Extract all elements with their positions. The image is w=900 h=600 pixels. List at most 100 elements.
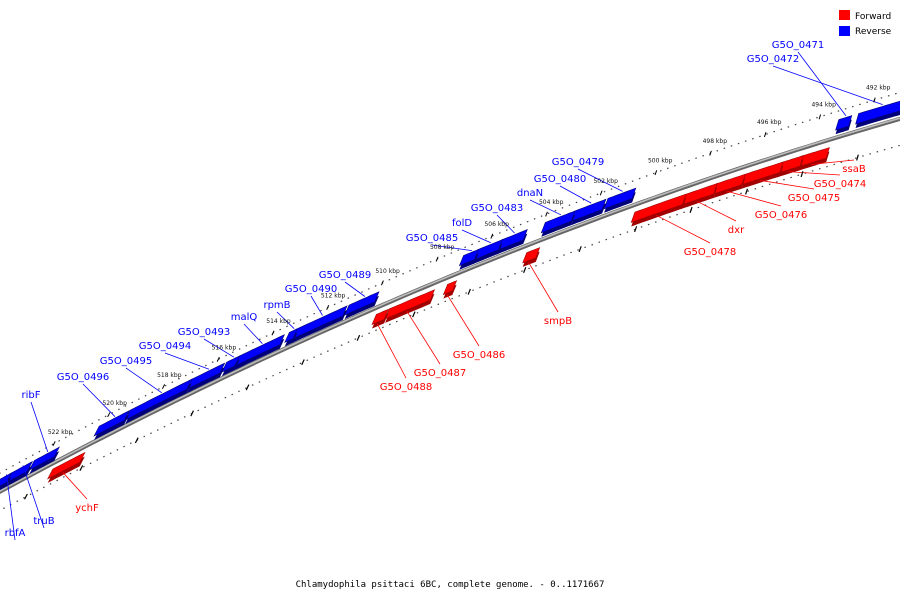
- legend-label-forward: Forward: [855, 12, 891, 22]
- inner-tick-mark: [412, 311, 416, 318]
- inner-tick-mark: [523, 267, 527, 274]
- gene-smpb[interactable]: smpB: [522, 247, 573, 327]
- gene-trub[interactable]: truB: [5, 460, 55, 529]
- inner-tick-mark: [356, 334, 361, 341]
- gene-g5o-0490[interactable]: G5O_0490: [285, 284, 348, 344]
- gene-box: [93, 410, 130, 437]
- gene-leader-line: [797, 51, 847, 116]
- gene-g5o-0493[interactable]: G5O_0493: [178, 327, 241, 377]
- gene-box: [284, 328, 298, 344]
- legend-item-reverse[interactable]: Reverse: [839, 26, 892, 37]
- gene-label: G5O_0476: [755, 210, 807, 221]
- gene-box: [371, 308, 389, 326]
- gene-g5o-0489[interactable]: G5O_0489: [319, 270, 380, 320]
- gene-g5o-0494[interactable]: G5O_0494: [139, 341, 226, 394]
- gene-box: [796, 147, 830, 168]
- gene-leader-line: [22, 465, 45, 529]
- tick-mark: [873, 97, 876, 103]
- gene-rbfa[interactable]: rbfA: [0, 472, 26, 541]
- gene-leader-line: [406, 310, 441, 365]
- gene-leader-line: [446, 294, 480, 347]
- inner-tick-mark: [856, 154, 859, 161]
- tick-label: 502 kbp: [593, 178, 618, 185]
- gene-g5o-0496[interactable]: G5O_0496: [57, 372, 130, 440]
- gene-box: [630, 193, 687, 224]
- tick-mark: [107, 412, 111, 418]
- tick-mark: [654, 170, 658, 176]
- inner-tick-mark: [301, 359, 305, 366]
- gene-g5o-0486[interactable]: G5O_0486: [442, 280, 505, 361]
- gene-g5o-0475[interactable]: G5O_0475: [741, 161, 841, 204]
- gene-label: ribF: [22, 390, 41, 401]
- tick-label: 514 kbp: [266, 318, 291, 325]
- gene-label: G5O_0478: [684, 247, 736, 258]
- gene-label: G5O_0475: [788, 193, 840, 204]
- tick-mark: [709, 150, 712, 156]
- gene-box: [540, 210, 576, 234]
- gene-box: [603, 187, 637, 210]
- gene-box: [713, 173, 746, 195]
- gene-leader-line: [376, 323, 407, 379]
- gene-box: [855, 100, 900, 125]
- tick-label: 500 kbp: [648, 157, 673, 164]
- gene-fold[interactable]: folD: [452, 218, 503, 264]
- gene-g5o-0479[interactable]: G5O_0479: [552, 157, 637, 213]
- legend-label-reverse: Reverse: [855, 27, 892, 37]
- gene-box: [124, 378, 193, 421]
- gene-g5o-0483[interactable]: G5O_0483: [471, 203, 528, 255]
- gene-leader-line: [559, 185, 592, 204]
- gene-box: [741, 161, 784, 186]
- gene-leader-line: [30, 401, 49, 453]
- gene-box: [5, 460, 34, 484]
- map-footer: Chlamydophila psittaci 6BC, complete gen…: [296, 580, 605, 590]
- inner-tick-mark: [467, 288, 471, 295]
- gene-g5o-0476[interactable]: G5O_0476: [713, 173, 808, 221]
- gene-leader-line: [787, 171, 841, 176]
- gene-g5o-0474[interactable]: G5O_0474: [776, 155, 866, 190]
- gene-dnan[interactable]: dnaN: [517, 188, 576, 237]
- gene-ychf[interactable]: ychF: [46, 451, 99, 515]
- tick-label: 512 kbp: [321, 293, 346, 300]
- legend-swatch-reverse: [839, 26, 850, 36]
- gene-g5o-0478[interactable]: G5O_0478: [630, 193, 736, 258]
- gene-box: [680, 183, 718, 206]
- gene-box: [344, 291, 380, 316]
- gene-box: [776, 155, 804, 174]
- gene-leader-line: [810, 159, 855, 165]
- gene-g5o-0471[interactable]: G5O_0471: [772, 40, 853, 135]
- legend: Forward Reverse: [839, 10, 892, 37]
- gene-label: G5O_0485: [406, 233, 458, 244]
- tick-mark: [271, 330, 275, 336]
- gene-g5o-0487[interactable]: G5O_0487: [384, 289, 466, 379]
- gene-g5o-0495[interactable]: G5O_0495: [100, 356, 193, 425]
- gene-g5o-0488[interactable]: G5O_0488: [371, 308, 432, 393]
- inner-tick-mark: [79, 465, 84, 471]
- dotted-tracks: [0, 91, 900, 511]
- gene-label: G5O_0471: [772, 40, 824, 51]
- gene-dxr[interactable]: dxr: [680, 183, 745, 237]
- inner-tick-mark: [134, 437, 139, 444]
- gene-box: [186, 362, 226, 390]
- gene-box: [46, 451, 86, 480]
- gene-rpmb[interactable]: rpmB: [263, 300, 298, 347]
- genome-backbone: [0, 116, 900, 494]
- gene-malq[interactable]: malQ: [231, 312, 286, 371]
- tick-label: 520 kbp: [102, 400, 127, 407]
- gene-leader-line: [203, 338, 235, 358]
- gene-box: [0, 472, 13, 487]
- gene-label: smpB: [544, 316, 572, 327]
- inner-tick-mark: [634, 226, 638, 233]
- gene-box: [472, 239, 503, 261]
- gene-g5o-0472[interactable]: G5O_0472: [747, 54, 900, 128]
- tick-label: 522 kbp: [48, 429, 73, 436]
- gene-label: G5O_0486: [453, 350, 505, 361]
- gene-g5o-0480[interactable]: G5O_0480: [534, 174, 607, 226]
- gene-label: G5O_0493: [178, 327, 230, 338]
- gene-label: G5O_0490: [285, 284, 337, 295]
- gene-g5o-0485[interactable]: G5O_0485: [406, 233, 480, 270]
- gene-ribf[interactable]: ribF: [22, 390, 61, 475]
- legend-item-forward[interactable]: Forward: [839, 10, 891, 22]
- gene-ssab[interactable]: ssaB: [796, 147, 866, 175]
